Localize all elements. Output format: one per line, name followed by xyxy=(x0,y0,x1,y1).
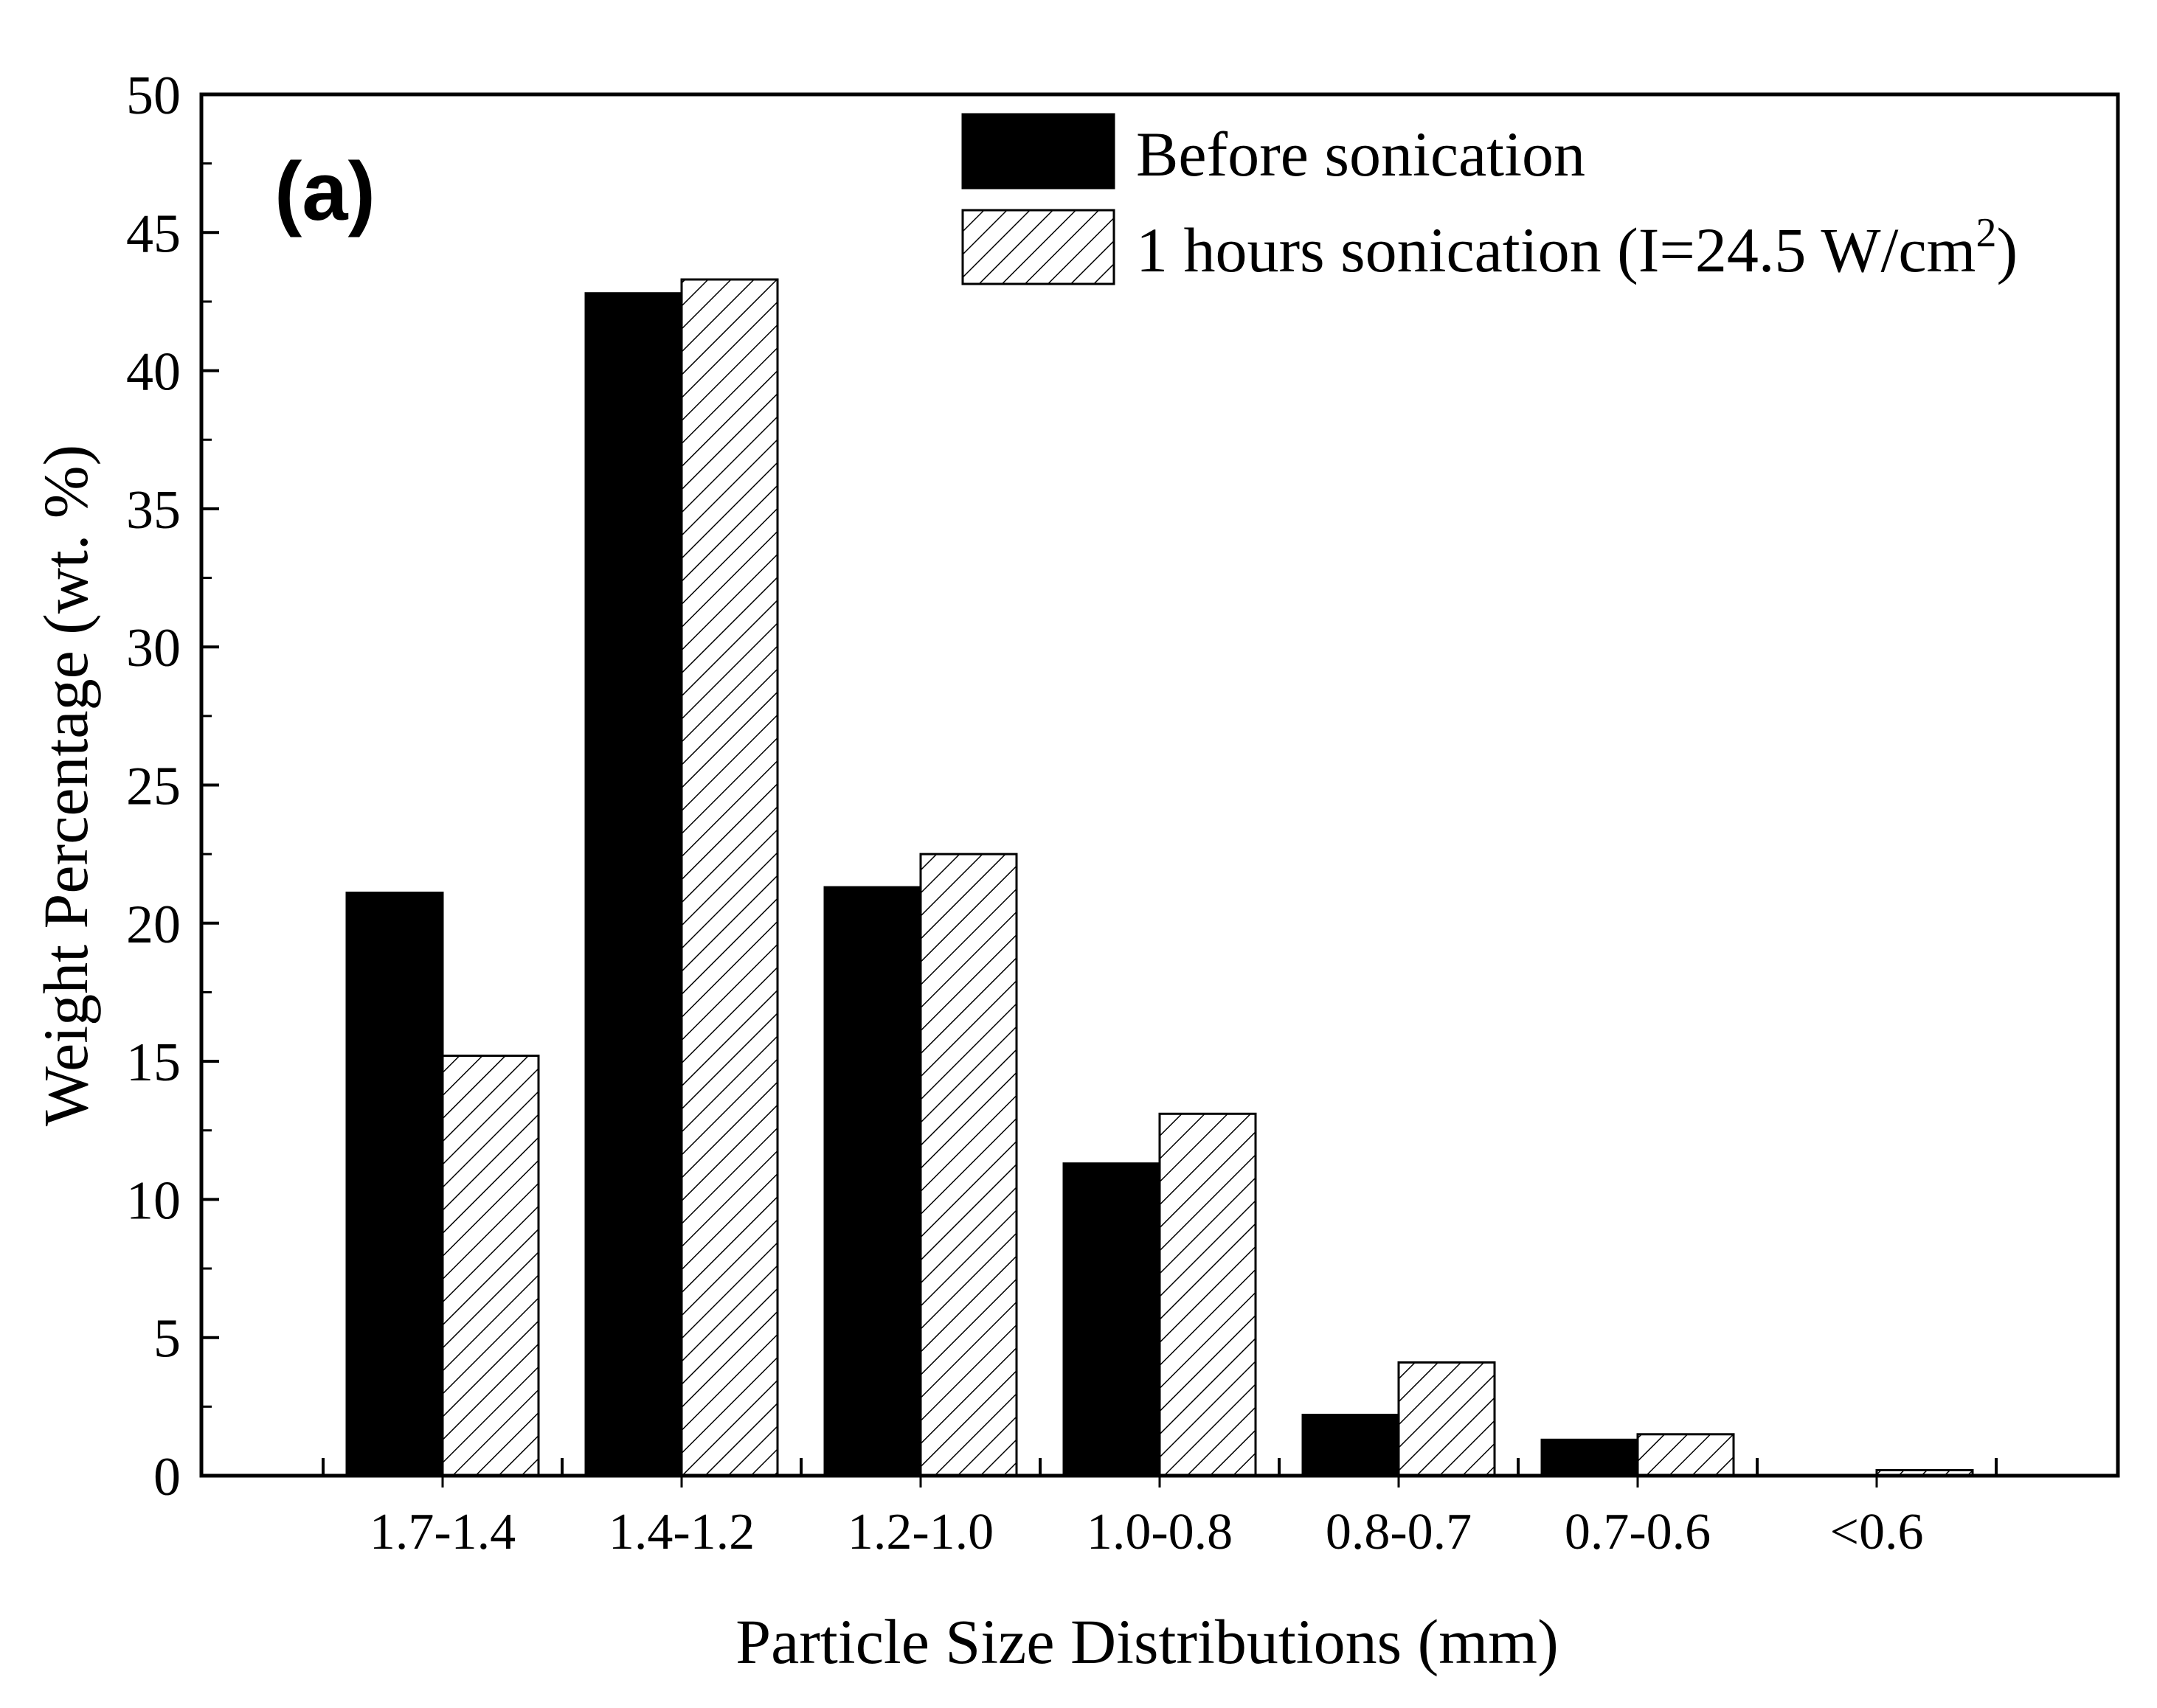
bar-after-5 xyxy=(1636,1433,1735,1477)
y-tick-label-30: 30 xyxy=(126,618,181,678)
bar-before-4 xyxy=(1301,1414,1400,1477)
x-tick-label-5: 0.7-0.6 xyxy=(1565,1504,1711,1561)
y-tick-label-0: 0 xyxy=(153,1447,181,1507)
y-axis: 0 5 10 15 20 25 30 35 40 45 50 xyxy=(126,66,219,1507)
bars-group xyxy=(345,278,1974,1477)
bar-before-3 xyxy=(1062,1162,1161,1477)
bar-after-3 xyxy=(1158,1112,1257,1477)
y-tick-label-15: 15 xyxy=(126,1032,181,1093)
legend-swatch-after xyxy=(961,209,1115,285)
panel-label: (a) xyxy=(274,145,375,237)
x-tick-label-0: 1.7-1.4 xyxy=(370,1504,516,1561)
x-tick-label-6: <0.6 xyxy=(1830,1504,1924,1561)
x-tick-label-2: 1.2-1.0 xyxy=(848,1504,994,1561)
y-tick-label-45: 45 xyxy=(126,204,181,264)
bar-before-1 xyxy=(584,292,683,1477)
legend: Before sonication 1 hours sonication (I=… xyxy=(961,113,2018,285)
y-tick-label-20: 20 xyxy=(126,895,181,955)
x-tick-label-4: 0.8-0.7 xyxy=(1326,1504,1472,1561)
legend-label-after-suffix: ) xyxy=(1996,215,2018,285)
legend-label-after-main: 1 hours sonication (I=24.5 W/cm xyxy=(1136,215,1976,285)
y-axis-label: Weight Percentage (wt. %) xyxy=(30,445,101,1126)
bar-after-1 xyxy=(680,278,779,1477)
legend-label-after: 1 hours sonication (I=24.5 W/cm2) xyxy=(1136,210,2018,285)
bar-after-4 xyxy=(1397,1361,1496,1477)
bar-after-0 xyxy=(441,1055,540,1477)
y-tick-label-10: 10 xyxy=(126,1170,181,1231)
legend-swatch-before xyxy=(961,113,1115,190)
x-tick-label-3: 1.0-0.8 xyxy=(1087,1504,1233,1561)
plot-frame xyxy=(199,92,2120,1478)
bar-before-5 xyxy=(1540,1438,1639,1477)
x-tick-label-1: 1.4-1.2 xyxy=(609,1504,755,1561)
y-tick-label-25: 25 xyxy=(126,757,181,817)
bar-before-0 xyxy=(345,892,444,1477)
bar-before-2 xyxy=(823,886,922,1477)
y-tick-label-35: 35 xyxy=(126,480,181,541)
y-tick-label-40: 40 xyxy=(126,342,181,403)
bar-after-2 xyxy=(919,853,1018,1477)
y-tick-label-5: 5 xyxy=(153,1309,181,1369)
x-axis-label: Particle Size Distributions (mm) xyxy=(735,1606,1558,1677)
legend-label-before: Before sonication xyxy=(1136,119,1585,190)
legend-label-after-superscript: 2 xyxy=(1976,210,1996,256)
y-tick-label-50: 50 xyxy=(126,66,181,126)
x-axis: 1.7-1.4 1.4-1.2 1.2-1.0 1.0-0.8 0.8-0.7 0.7-0… xyxy=(322,1458,1998,1561)
